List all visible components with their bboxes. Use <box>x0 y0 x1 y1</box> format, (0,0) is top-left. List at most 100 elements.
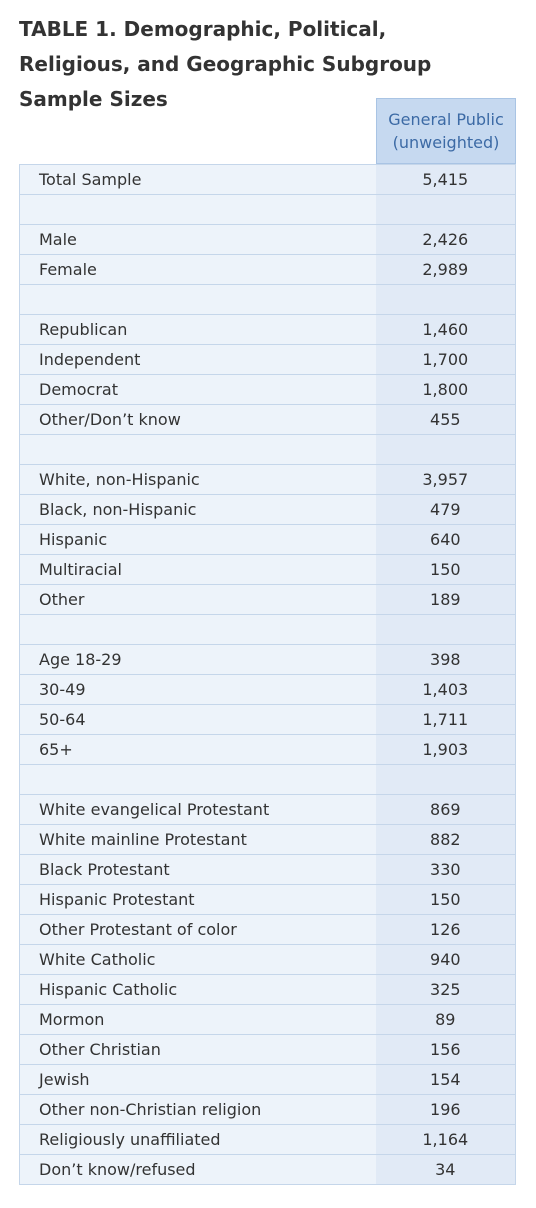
spacer-row <box>20 765 515 795</box>
header-blank <box>19 98 376 164</box>
row-label: 65+ <box>20 735 376 764</box>
row-label: Age 18-29 <box>20 645 376 674</box>
sample-size: 154 <box>375 1065 515 1094</box>
row-label: Independent <box>20 345 376 374</box>
sample-size: 330 <box>375 855 515 884</box>
row-label: Black, non-Hispanic <box>20 495 376 524</box>
sample-size: 3,957 <box>375 465 515 494</box>
table-row: Other Protestant of color 126 <box>20 915 515 945</box>
blank-cell <box>375 435 515 464</box>
sample-size: 1,164 <box>375 1125 515 1154</box>
row-label: Other non-Christian religion <box>20 1095 376 1124</box>
table-row: Other Christian 156 <box>20 1035 515 1065</box>
sample-size: 1,403 <box>375 675 515 704</box>
table-row: Total Sample 5,415 <box>20 165 515 195</box>
row-label: Other Christian <box>20 1035 376 1064</box>
row-label: Hispanic Catholic <box>20 975 376 1004</box>
table-row: 65+ 1,903 <box>20 735 515 765</box>
row-label: Don’t know/refused <box>20 1155 376 1184</box>
table-row: Other/Don’t know 455 <box>20 405 515 435</box>
row-label: White evangelical Protestant <box>20 795 376 824</box>
header-cell: General Public (unweighted) <box>376 98 516 164</box>
row-label: Mormon <box>20 1005 376 1034</box>
sample-size: 2,426 <box>375 225 515 254</box>
sample-size: 325 <box>375 975 515 1004</box>
blank-cell <box>20 285 376 314</box>
table-row: Male 2,426 <box>20 225 515 255</box>
table-row: Religiously unaffiliated 1,164 <box>20 1125 515 1155</box>
row-label: Total Sample <box>20 165 376 194</box>
table-row: Democrat 1,800 <box>20 375 515 405</box>
row-label: Jewish <box>20 1065 376 1094</box>
sample-size: 398 <box>375 645 515 674</box>
spacer-row <box>20 285 515 315</box>
sample-size: 455 <box>375 405 515 434</box>
sample-size: 882 <box>375 825 515 854</box>
sample-size: 189 <box>375 585 515 614</box>
table-row: Other 189 <box>20 585 515 615</box>
table: General Public (unweighted) Total Sample… <box>19 98 516 1185</box>
table-row: Age 18-29 398 <box>20 645 515 675</box>
sample-size: 150 <box>375 885 515 914</box>
header-row: General Public (unweighted) <box>19 98 516 164</box>
row-label: White, non-Hispanic <box>20 465 376 494</box>
table-row: White evangelical Protestant 869 <box>20 795 515 825</box>
table-row: Hispanic 640 <box>20 525 515 555</box>
table-row: Republican 1,460 <box>20 315 515 345</box>
blank-cell <box>375 765 515 794</box>
sample-size: 869 <box>375 795 515 824</box>
row-label: Multiracial <box>20 555 376 584</box>
blank-cell <box>375 615 515 644</box>
row-label: Hispanic <box>20 525 376 554</box>
row-label: Democrat <box>20 375 376 404</box>
blank-cell <box>20 615 376 644</box>
sample-size: 1,460 <box>375 315 515 344</box>
blank-cell <box>375 195 515 224</box>
blank-cell <box>20 435 376 464</box>
spacer-row <box>20 195 515 225</box>
spacer-row <box>20 615 515 645</box>
sample-size: 1,800 <box>375 375 515 404</box>
table-row: Hispanic Protestant 150 <box>20 885 515 915</box>
row-label: Other <box>20 585 376 614</box>
sample-size: 640 <box>375 525 515 554</box>
row-label: Male <box>20 225 376 254</box>
row-label: Religiously unaffiliated <box>20 1125 376 1154</box>
table-row: Female 2,989 <box>20 255 515 285</box>
table-row: Independent 1,700 <box>20 345 515 375</box>
table-row: Black, non-Hispanic 479 <box>20 495 515 525</box>
table-title: TABLE 1. Demographic, Political, Religio… <box>19 17 432 111</box>
row-label: 50-64 <box>20 705 376 734</box>
table-row: Don’t know/refused 34 <box>20 1155 515 1185</box>
row-label: 30-49 <box>20 675 376 704</box>
sample-size: 2,989 <box>375 255 515 284</box>
sample-size: 5,415 <box>375 165 515 194</box>
table-row: Multiracial 150 <box>20 555 515 585</box>
row-label: Republican <box>20 315 376 344</box>
spacer-row <box>20 435 515 465</box>
table-row: White Catholic 940 <box>20 945 515 975</box>
header-line: (unweighted) <box>392 133 500 152</box>
table-row: 50-64 1,711 <box>20 705 515 735</box>
sample-size: 1,700 <box>375 345 515 374</box>
sample-size: 1,711 <box>375 705 515 734</box>
row-label: White Catholic <box>20 945 376 974</box>
table-row: Other non-Christian religion 196 <box>20 1095 515 1125</box>
table-row: White mainline Protestant 882 <box>20 825 515 855</box>
table-row: Hispanic Catholic 325 <box>20 975 515 1005</box>
table-row: Mormon 89 <box>20 1005 515 1035</box>
row-label: Black Protestant <box>20 855 376 884</box>
row-label: Female <box>20 255 376 284</box>
sample-size: 196 <box>375 1095 515 1124</box>
table-body: Total Sample 5,415 Male 2,426 Female 2,989 Rep… <box>19 164 516 1185</box>
table-row: White, non-Hispanic 3,957 <box>20 465 515 495</box>
sample-size: 1,903 <box>375 735 515 764</box>
table-row: Black Protestant 330 <box>20 855 515 885</box>
sample-size: 150 <box>375 555 515 584</box>
table-row: Jewish 154 <box>20 1065 515 1095</box>
row-label: White mainline Protestant <box>20 825 376 854</box>
sample-size: 126 <box>375 915 515 944</box>
sample-size: 156 <box>375 1035 515 1064</box>
header-line: General Public <box>388 110 504 129</box>
